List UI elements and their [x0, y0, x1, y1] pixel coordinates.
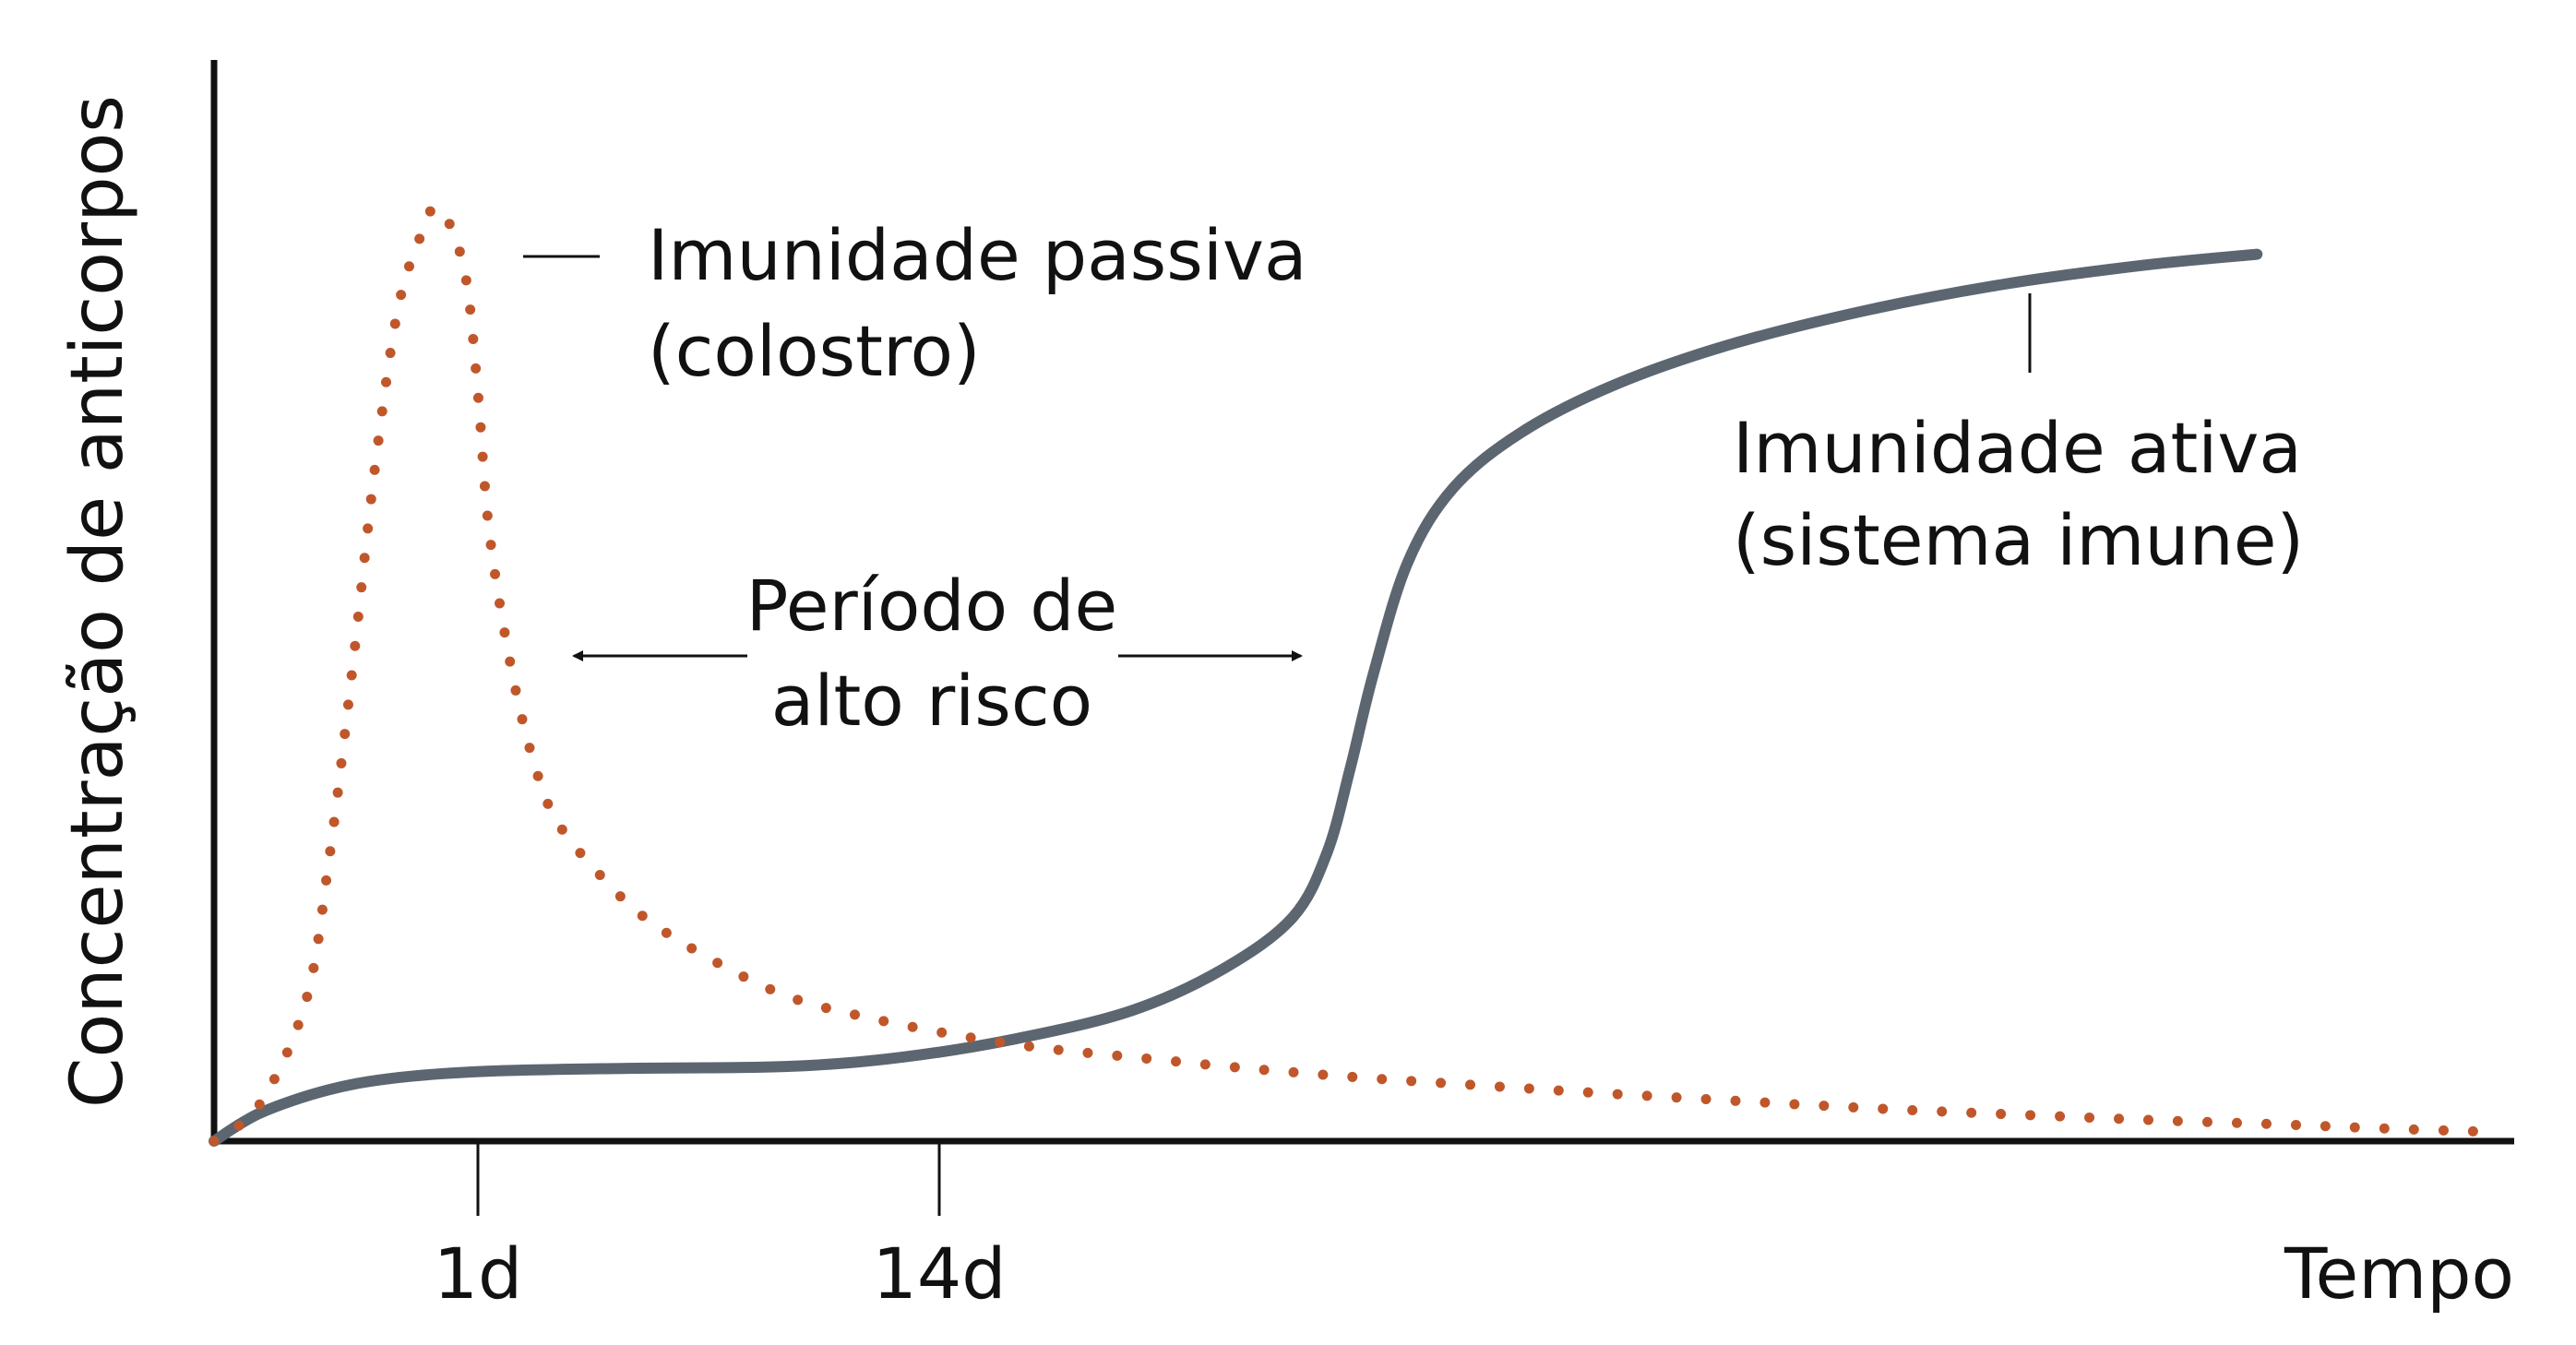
annotation-active-line2: (sistema imune): [1733, 499, 2304, 581]
x-tick-label-1d: 1d: [434, 1232, 523, 1315]
annotation-risk-line2: alto risco: [771, 660, 1092, 742]
annotation-risk-line1: Período de: [746, 565, 1118, 647]
series-line-active-immunity: [209, 248, 2263, 1147]
y-axis-label: Concentração de anticorpos: [56, 95, 139, 1108]
annotation-passive-line2: (colostro): [648, 310, 981, 392]
x-axis-label: Tempo: [2284, 1232, 2514, 1315]
x-tick-label-14d: 14d: [873, 1232, 1007, 1315]
annotation-active-line1: Imunidade ativa: [1733, 407, 2302, 489]
annotation-passive-line1: Imunidade passiva: [648, 214, 1307, 296]
series-line-passive-immunity: [209, 202, 2492, 1147]
